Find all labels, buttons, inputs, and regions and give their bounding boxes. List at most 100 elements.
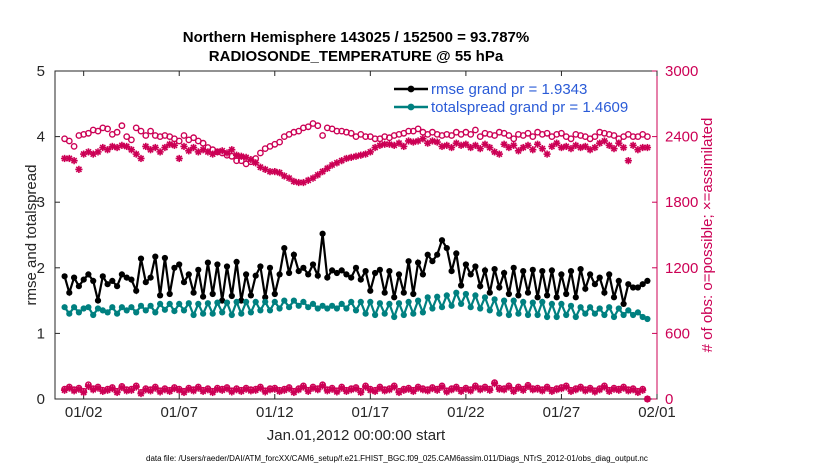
rmse-point — [271, 290, 278, 298]
totalspread-point — [281, 297, 288, 304]
assimilated_low-point — [328, 385, 336, 393]
totalspread-point — [548, 300, 556, 307]
totalspread-point — [271, 298, 278, 305]
totalspread-point — [467, 304, 474, 311]
rmse-point — [372, 269, 379, 277]
rmse-point — [434, 251, 441, 258]
rmse-point — [453, 250, 460, 257]
rmse-point — [223, 263, 231, 270]
assimilated_low-point — [132, 383, 140, 391]
assimilated-point — [495, 150, 503, 158]
totalspread-point — [190, 311, 197, 319]
y-left-tick-label: 0 — [37, 391, 45, 408]
assimilated-point — [567, 145, 575, 153]
assimilated-point — [514, 147, 523, 155]
rmse-point — [352, 264, 360, 271]
rmse-point — [266, 264, 274, 271]
assimilated-point — [180, 142, 188, 151]
rmse-point — [644, 277, 651, 284]
totalspread-point — [223, 299, 231, 306]
totalspread-point — [309, 300, 317, 307]
assimilated_low-point — [390, 383, 398, 391]
possible-point — [471, 126, 479, 134]
data-file-footer: data file: /Users/raeder/DAI/ATM_forcXX/… — [146, 454, 648, 463]
x-tick-label: 01/07 — [160, 404, 198, 421]
assimilated-point — [409, 138, 417, 146]
rmse-point — [429, 258, 436, 265]
rmse-point — [300, 264, 307, 271]
rmse-point — [462, 261, 469, 268]
totalspread-point — [481, 294, 489, 301]
totalspread-point — [405, 298, 412, 305]
totalspread-point — [90, 311, 97, 319]
assimilated-point — [366, 148, 374, 156]
rmse-point — [563, 290, 570, 298]
totalspread-point — [596, 305, 603, 312]
rmse-point — [166, 290, 173, 298]
x-tick-label: 01/12 — [256, 404, 294, 421]
totalspread-point — [352, 307, 360, 314]
totalspread-point — [180, 307, 188, 314]
assimilated-point — [189, 143, 198, 152]
y-right-tick-label: 1800 — [665, 194, 698, 211]
totalspread-point — [161, 306, 168, 313]
assimilated_low-point — [295, 386, 303, 394]
totalspread-point — [577, 304, 584, 311]
assimilated-point — [381, 140, 389, 148]
totalspread-point — [615, 305, 622, 312]
rmse-point — [539, 268, 546, 275]
assimilated_low-point — [562, 383, 570, 391]
assimilated_low-point — [304, 387, 312, 395]
totalspread-point — [515, 310, 522, 317]
assimilated-point — [170, 141, 179, 149]
totalspread-point — [238, 310, 245, 317]
rmse-point — [185, 271, 192, 278]
y-right-tick-label: 3000 — [665, 63, 698, 80]
totalspread-point — [185, 300, 192, 307]
possible-point — [524, 129, 532, 137]
possible-point — [304, 123, 312, 131]
totalspread-point — [204, 300, 211, 307]
rmse-point — [133, 287, 140, 294]
rmse-point — [458, 282, 465, 289]
series-totalspread — [61, 289, 651, 323]
possible-point — [314, 122, 322, 130]
rmse-point — [438, 237, 446, 244]
totalspread-point — [118, 304, 125, 311]
possible-point — [644, 133, 651, 141]
assimilated_low-point — [433, 386, 441, 394]
totalspread-point — [219, 309, 226, 316]
assimilated-point — [213, 148, 222, 156]
rmse-point — [601, 289, 608, 296]
totalspread-point — [587, 304, 594, 311]
assimilated-point — [309, 174, 317, 182]
rmse-point — [501, 269, 508, 277]
rmse-point — [123, 274, 130, 281]
rmse-point — [405, 258, 412, 265]
y-left-tick-label: 4 — [37, 129, 45, 146]
possible-point — [123, 133, 131, 141]
y-right-tick-label: 1200 — [665, 260, 698, 277]
totalspread-point — [448, 302, 455, 309]
y-left-tick-label: 2 — [37, 260, 45, 277]
rmse-point — [142, 279, 149, 286]
assimilated-point — [228, 146, 236, 154]
totalspread-point — [443, 292, 450, 299]
rmse-point — [481, 267, 489, 274]
assimilated-point — [433, 138, 441, 146]
x-tick-label: 02/01 — [638, 404, 676, 421]
rmse-point — [415, 259, 422, 266]
rmse-point — [90, 277, 97, 284]
rmse-point — [567, 268, 575, 275]
totalspread-point — [438, 304, 446, 311]
assimilated-point — [395, 139, 403, 147]
possible-point — [132, 124, 140, 132]
totalspread-point — [128, 304, 135, 311]
assimilated-point — [462, 140, 470, 148]
rmse-point — [610, 294, 618, 301]
rmse-point — [128, 276, 135, 283]
rmse-point — [324, 274, 331, 281]
totalspread-point — [357, 298, 364, 305]
assimilated-point — [581, 142, 589, 151]
plot-area — [54, 70, 658, 400]
